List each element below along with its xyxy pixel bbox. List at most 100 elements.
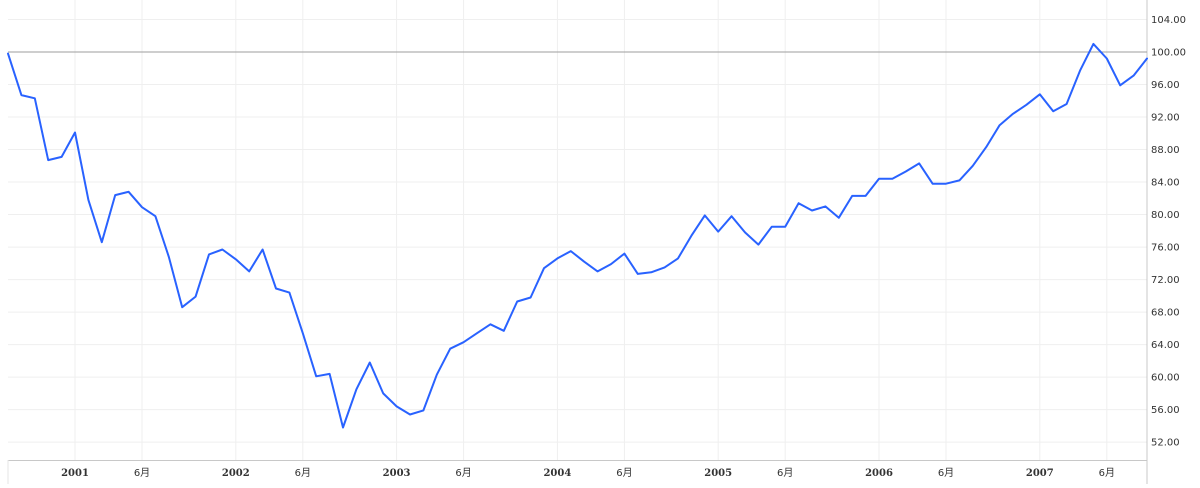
data-point[interactable] [1050,108,1056,114]
data-point[interactable] [166,254,172,260]
y-tick-label: 76.00 [1151,243,1180,254]
data-point[interactable] [1064,101,1070,107]
data-point[interactable] [420,407,426,413]
data-point[interactable] [59,154,65,160]
data-point[interactable] [152,213,158,219]
data-point[interactable] [45,157,51,163]
data-point[interactable] [206,251,212,257]
data-point[interactable] [541,265,547,271]
data-point[interactable] [487,321,493,327]
data-point[interactable] [18,92,24,98]
x-axis-tick-labels: 2001 6月 2002 6月 2003 6月 2004 6月 2005 6月 2006 6月 2007… [61,467,1115,479]
data-point[interactable] [300,330,306,336]
y-tick-label: 88.00 [1151,145,1180,156]
data-point[interactable] [112,192,118,198]
series-line[interactable] [7,42,1148,429]
data-point[interactable] [474,330,480,336]
data-point[interactable] [367,360,373,366]
data-point[interactable] [313,373,319,379]
data-point[interactable] [648,269,654,275]
data-point[interactable] [528,295,534,301]
data-point[interactable] [956,177,962,183]
data-point[interactable] [32,95,38,101]
data-point[interactable] [916,160,922,166]
data-point[interactable] [139,204,145,210]
data-point[interactable] [461,339,467,345]
data-point[interactable] [1117,82,1123,88]
data-point[interactable] [99,239,105,245]
y-axis-tick-labels: 52.00 56.00 60.00 64.00 68.00 72.00 76.00 80.00… [1151,15,1186,449]
data-point[interactable] [688,233,694,239]
data-point[interactable] [394,403,400,409]
data-point[interactable] [126,189,132,195]
data-point[interactable] [219,247,225,253]
data-point[interactable] [675,255,681,261]
data-point[interactable] [380,390,386,396]
data-point[interactable] [501,328,507,334]
data-point[interactable] [72,130,78,136]
data-point[interactable] [876,176,882,182]
data-point[interactable] [608,261,614,267]
data-point[interactable] [340,425,346,431]
data-point[interactable] [769,224,775,230]
data-point[interactable] [863,193,869,199]
data-point[interactable] [997,122,1003,128]
data-point[interactable] [1144,56,1150,62]
data-point[interactable] [568,248,574,254]
y-tick-label: 80.00 [1151,210,1180,221]
data-point[interactable] [1077,68,1083,74]
data-point[interactable] [1023,102,1029,108]
data-point[interactable] [595,268,601,274]
data-point[interactable] [1104,56,1110,62]
data-point[interactable] [514,299,520,305]
data-point[interactable] [755,242,761,248]
data-point[interactable] [1037,91,1043,97]
data-point[interactable] [327,371,333,377]
data-point[interactable] [849,193,855,199]
data-point[interactable] [260,247,266,253]
data-point[interactable] [930,181,936,187]
data-point[interactable] [903,169,909,175]
data-point[interactable] [581,259,587,265]
grid-layer [8,0,1147,460]
data-point[interactable] [662,264,668,270]
series-layer[interactable] [5,41,1150,431]
data-point[interactable] [702,212,708,218]
data-point[interactable] [407,412,413,418]
data-point[interactable] [836,215,842,221]
data-point[interactable] [434,372,440,378]
data-point[interactable] [554,255,560,261]
data-point[interactable] [621,251,627,257]
data-point[interactable] [5,51,11,57]
y-tick-label: 56.00 [1151,405,1180,416]
data-point[interactable] [809,208,815,214]
data-point[interactable] [1131,73,1137,79]
data-point[interactable] [273,286,279,292]
y-tick-label: 84.00 [1151,178,1180,189]
data-point[interactable] [246,268,252,274]
data-point[interactable] [193,294,199,300]
data-point[interactable] [353,386,359,392]
data-point[interactable] [233,256,239,262]
data-point[interactable] [742,229,748,235]
data-point[interactable] [729,213,735,219]
data-point[interactable] [796,200,802,206]
data-point[interactable] [447,346,453,352]
data-point[interactable] [889,176,895,182]
data-point[interactable] [85,197,91,203]
y-tick-label: 60.00 [1151,373,1180,384]
data-point[interactable] [970,163,976,169]
data-point[interactable] [715,229,721,235]
data-point[interactable] [286,290,292,296]
data-point[interactable] [943,181,949,187]
data-point[interactable] [822,203,828,209]
data-point[interactable] [1010,111,1016,117]
data-point[interactable] [782,224,788,230]
data-point[interactable] [179,304,185,310]
data-point[interactable] [983,144,989,150]
x-tick-label-year: 2005 [704,468,732,479]
data-point[interactable] [1090,41,1096,47]
data-point[interactable] [635,271,641,277]
